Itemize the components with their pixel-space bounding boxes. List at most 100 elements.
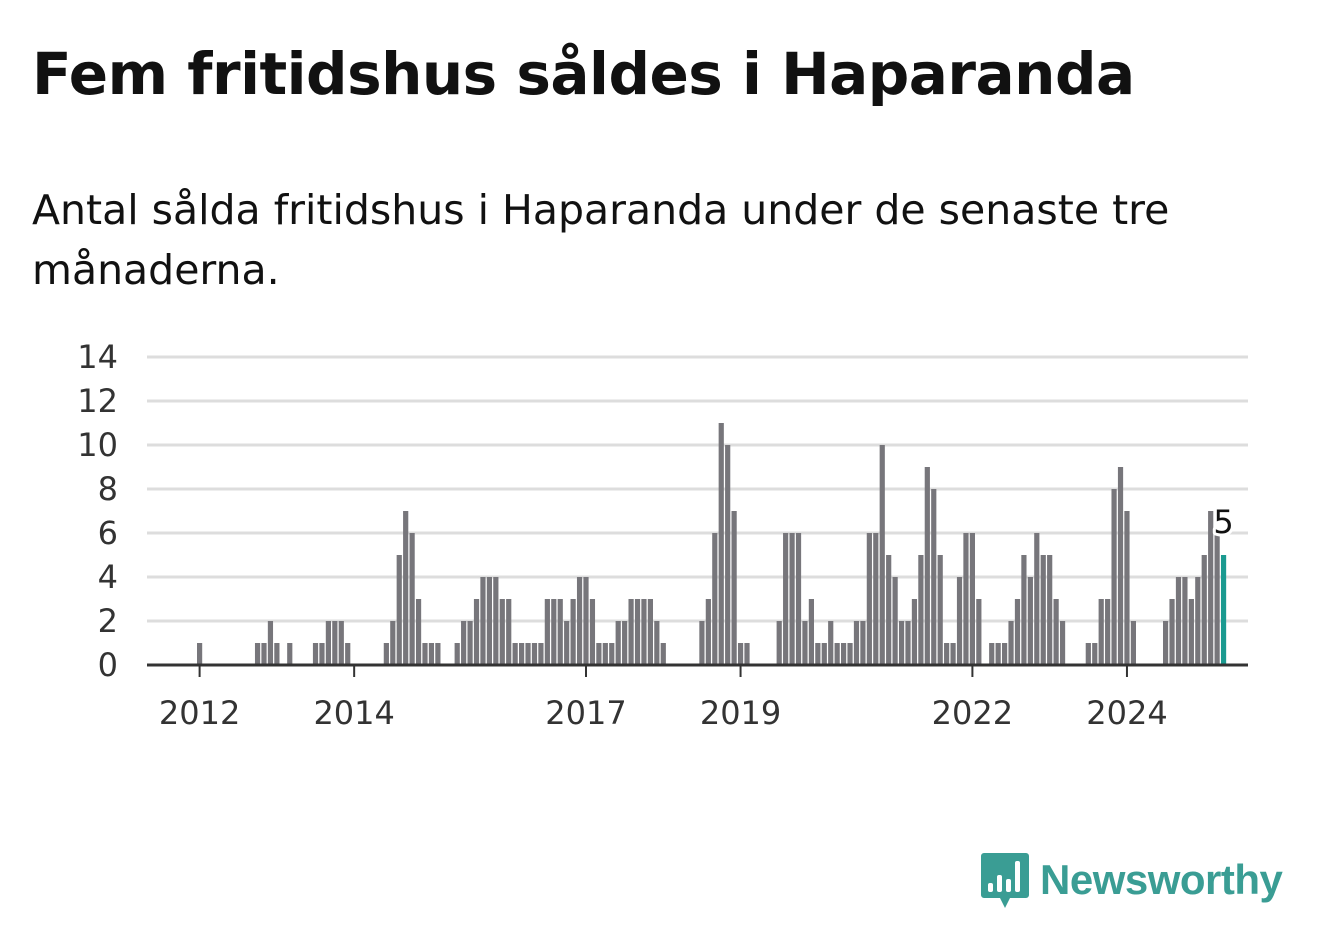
bar xyxy=(634,599,641,665)
x-tick-label: 2019 xyxy=(700,694,781,732)
bar xyxy=(570,599,576,665)
newsworthy-logo-icon xyxy=(981,853,1029,908)
bar xyxy=(403,511,409,665)
bar xyxy=(1111,489,1117,665)
bar xyxy=(1053,599,1059,665)
bar xyxy=(499,599,505,665)
bar xyxy=(853,621,860,665)
bar xyxy=(1214,533,1220,665)
x-tick-label: 2012 xyxy=(159,694,240,732)
bar xyxy=(1047,555,1053,665)
bar xyxy=(886,555,892,665)
bar xyxy=(435,643,441,665)
bar xyxy=(828,621,834,665)
bar xyxy=(783,533,789,665)
bar xyxy=(319,643,325,665)
bar xyxy=(1195,577,1201,665)
bar xyxy=(486,577,492,665)
bar xyxy=(461,621,467,665)
bar xyxy=(924,467,930,665)
bar xyxy=(918,555,924,665)
newsworthy-logo: Newsworthy xyxy=(980,850,1283,910)
bar xyxy=(911,599,918,665)
bar xyxy=(538,643,544,665)
bar-highlight xyxy=(1220,555,1227,665)
y-tick-label: 12 xyxy=(77,382,118,420)
bar xyxy=(261,643,267,665)
bar xyxy=(480,577,486,665)
bar xyxy=(467,621,473,665)
bar xyxy=(821,643,827,665)
bar xyxy=(428,643,435,665)
y-tick-label: 0 xyxy=(98,646,118,684)
bar xyxy=(699,621,705,665)
bar xyxy=(963,533,969,665)
y-tick-label: 14 xyxy=(77,338,118,376)
bar xyxy=(944,643,950,665)
bar xyxy=(1130,621,1136,665)
bar xyxy=(396,555,402,665)
x-tick-label: 2014 xyxy=(313,694,394,732)
bar xyxy=(409,533,415,665)
bar xyxy=(415,599,422,665)
bar xyxy=(267,621,274,665)
bar xyxy=(892,577,898,665)
y-tick-label: 2 xyxy=(98,602,118,640)
bar xyxy=(660,643,666,665)
bar xyxy=(1188,599,1194,665)
x-tick-label: 2017 xyxy=(545,694,626,732)
bar xyxy=(1124,511,1130,665)
bar xyxy=(332,621,338,665)
bar xyxy=(1014,599,1021,665)
bar xyxy=(1182,577,1188,665)
bar xyxy=(815,643,821,665)
chart-subtitle: Antal sålda fritidshus i Haparanda under… xyxy=(32,186,1170,294)
bar xyxy=(338,621,344,665)
bar xyxy=(506,599,512,665)
bar xyxy=(1002,643,1008,665)
bar xyxy=(1085,643,1091,665)
bar xyxy=(1092,643,1098,665)
bar xyxy=(544,599,550,665)
bar xyxy=(576,577,583,665)
bar xyxy=(873,533,879,665)
bar xyxy=(1008,621,1014,665)
y-tick-label: 10 xyxy=(77,426,118,464)
bar xyxy=(519,643,525,665)
bar xyxy=(1169,599,1175,665)
bar xyxy=(879,445,885,665)
bar xyxy=(976,599,982,665)
bar xyxy=(776,621,782,665)
bar xyxy=(860,621,866,665)
bar xyxy=(1040,555,1046,665)
bar xyxy=(589,599,596,665)
bar xyxy=(287,643,293,665)
bar xyxy=(795,533,802,665)
y-tick-label: 6 xyxy=(98,514,118,552)
bar xyxy=(596,643,602,665)
bar xyxy=(1208,511,1214,665)
x-tick-label: 2022 xyxy=(932,694,1013,732)
bar xyxy=(345,643,351,665)
bar xyxy=(834,643,840,665)
bar xyxy=(609,643,615,665)
highlight-value-label: 5 xyxy=(1213,503,1233,541)
bar xyxy=(1034,533,1040,665)
bar xyxy=(712,533,718,665)
bar xyxy=(789,533,795,665)
bar xyxy=(898,621,905,665)
bar xyxy=(473,599,480,665)
bar xyxy=(725,445,731,665)
bar xyxy=(1098,599,1104,665)
bar xyxy=(905,621,911,665)
bar xyxy=(641,599,647,665)
bar xyxy=(744,643,750,665)
bar xyxy=(995,643,1001,665)
bar xyxy=(422,643,428,665)
x-tick-label: 2024 xyxy=(1086,694,1167,732)
bar xyxy=(525,643,531,665)
bar xyxy=(866,533,872,665)
bar xyxy=(989,643,995,665)
bar xyxy=(808,599,814,665)
